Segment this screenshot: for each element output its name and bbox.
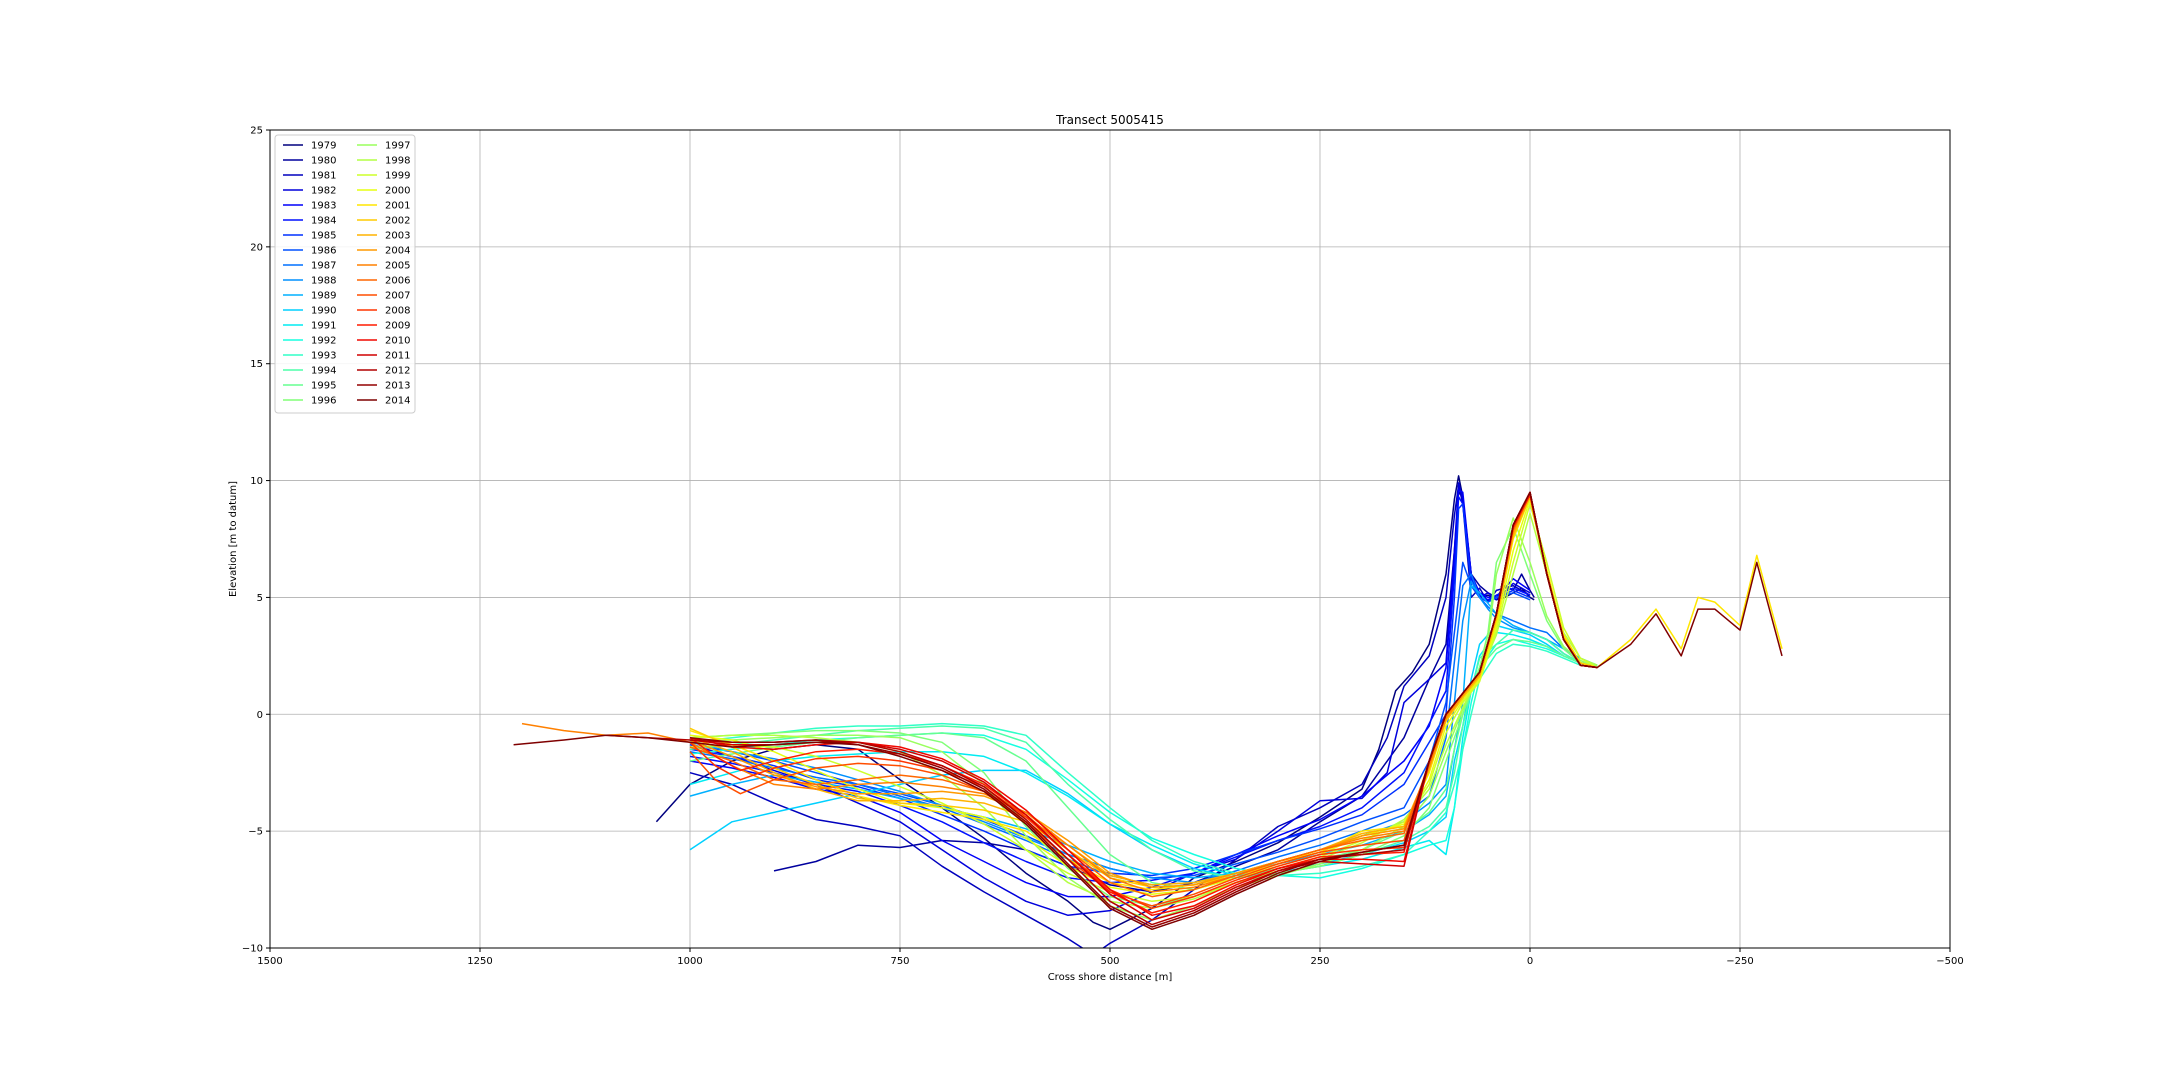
- series-line-2014: [513, 491, 1783, 931]
- x-axis-ticks: 1500 1250 1000 750 500 250 0 −250 −500: [257, 948, 1964, 967]
- legend-label: 1984: [311, 216, 336, 227]
- chart-title: Transect 5005415: [1055, 113, 1164, 127]
- x-tick-label: 750: [890, 956, 909, 967]
- legend-label: 1997: [385, 141, 410, 152]
- legend-label: 1991: [311, 321, 336, 332]
- series-line-2005: [521, 493, 1598, 893]
- legend-label: 1993: [311, 351, 336, 362]
- grid-lines: [269, 129, 1951, 949]
- series-line-2002: [689, 496, 1598, 888]
- legend-label: 2003: [385, 231, 410, 242]
- legend: 1979 1980 1981 1982 1983 1984 1985 1986 1987 1988…: [274, 134, 416, 414]
- x-tick-label: 1500: [257, 956, 282, 967]
- legend-label: 1981: [311, 171, 336, 182]
- legend-label: 1998: [385, 156, 410, 167]
- y-tick-label: −10: [242, 944, 263, 955]
- legend-label: 2010: [385, 336, 410, 347]
- x-tick-label: 250: [1310, 956, 1329, 967]
- x-tick-label: 1250: [467, 956, 492, 967]
- series-line-1996: [689, 526, 1598, 907]
- series-line-1987: [689, 573, 1598, 886]
- legend-label: 2001: [385, 201, 410, 212]
- legend-label: 2007: [385, 291, 410, 302]
- legend-label: 1996: [311, 396, 336, 407]
- legend-label: 2014: [385, 396, 410, 407]
- legend-label: 2011: [385, 351, 410, 362]
- series-line-2003: [689, 496, 1598, 886]
- legend-label: 1999: [385, 171, 410, 182]
- series-layer: [513, 475, 1783, 948]
- legend-label: 1990: [311, 306, 336, 317]
- y-tick-label: −5: [248, 827, 263, 838]
- legend-label: 2000: [385, 186, 410, 197]
- series-line-2009: [689, 493, 1598, 914]
- x-tick-label: −250: [1726, 956, 1753, 967]
- series-line-2001: [689, 496, 1783, 891]
- y-axis-ticks: −10 −5 0 5 10 15 20 25: [242, 126, 270, 955]
- y-tick-label: 10: [250, 476, 263, 487]
- legend-label: 1986: [311, 246, 336, 257]
- series-line-1993: [689, 643, 1598, 877]
- series-line-1989: [689, 584, 1598, 879]
- legend-label: 2005: [385, 261, 410, 272]
- legend-label: 1982: [311, 186, 336, 197]
- legend-label: 1995: [311, 381, 336, 392]
- x-tick-label: −500: [1936, 956, 1963, 967]
- legend-label: 1992: [311, 336, 336, 347]
- y-tick-label: 0: [257, 710, 263, 721]
- legend-label: 1989: [311, 291, 336, 302]
- legend-label: 2013: [385, 381, 410, 392]
- legend-label: 2009: [385, 321, 410, 332]
- x-tick-label: 500: [1100, 956, 1119, 967]
- y-tick-label: 20: [250, 242, 263, 253]
- series-line-2004: [689, 493, 1598, 888]
- y-tick-label: 5: [257, 593, 263, 604]
- series-line-1981: [689, 484, 1531, 948]
- x-tick-label: 1000: [677, 956, 702, 967]
- legend-label: 2004: [385, 246, 410, 257]
- y-tick-label: 15: [250, 359, 263, 370]
- legend-label: 1987: [311, 261, 336, 272]
- legend-label: 1994: [311, 366, 336, 377]
- series-line-1979: [655, 475, 1535, 931]
- y-tick-label: 25: [250, 126, 263, 137]
- legend-label: 2012: [385, 366, 410, 377]
- legend-label: 1985: [311, 231, 336, 242]
- legend-label: 1988: [311, 276, 336, 287]
- legend-label: 2006: [385, 276, 410, 287]
- x-axis-label: Cross shore distance [m]: [1048, 972, 1173, 983]
- legend-label: 2008: [385, 306, 410, 317]
- legend-box: [274, 134, 416, 414]
- legend-label: 1983: [311, 201, 336, 212]
- legend-label: 1980: [311, 156, 336, 167]
- y-axis-label: Elevation [m to datum]: [228, 481, 239, 597]
- legend-label: 2002: [385, 216, 410, 227]
- legend-label: 1979: [311, 141, 336, 152]
- x-tick-label: 0: [1527, 956, 1533, 967]
